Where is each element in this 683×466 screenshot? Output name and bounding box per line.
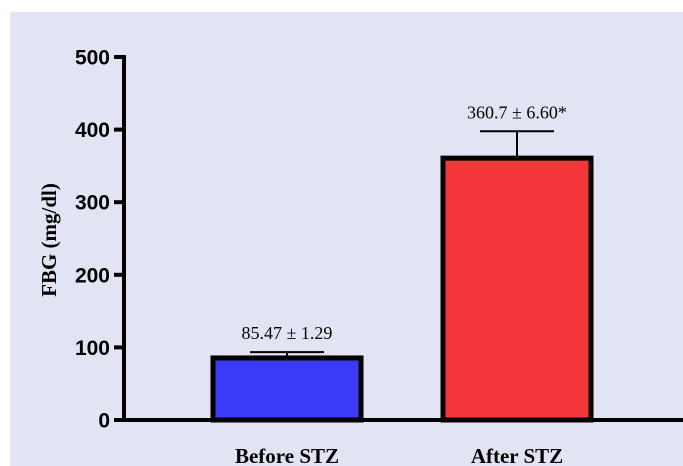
data-label: 85.47 ± 1.29: [242, 323, 333, 343]
y-tick-label: 300: [75, 192, 110, 215]
y-axis-label: FBG (mg/dl): [37, 183, 61, 297]
y-tick-label: 500: [75, 47, 110, 70]
x-tick-label: After STZ: [471, 444, 563, 466]
x-tick-label: Before STZ: [235, 444, 339, 466]
y-tick-label: 400: [75, 119, 110, 142]
bar-before-stz: [210, 355, 364, 423]
y-tick-label: 0: [98, 410, 110, 433]
y-tick-label: 100: [75, 337, 110, 360]
y-tick-label: 200: [75, 264, 110, 287]
bar-after-stz: [440, 155, 594, 423]
data-label: 360.7 ± 6.60*: [467, 102, 567, 122]
